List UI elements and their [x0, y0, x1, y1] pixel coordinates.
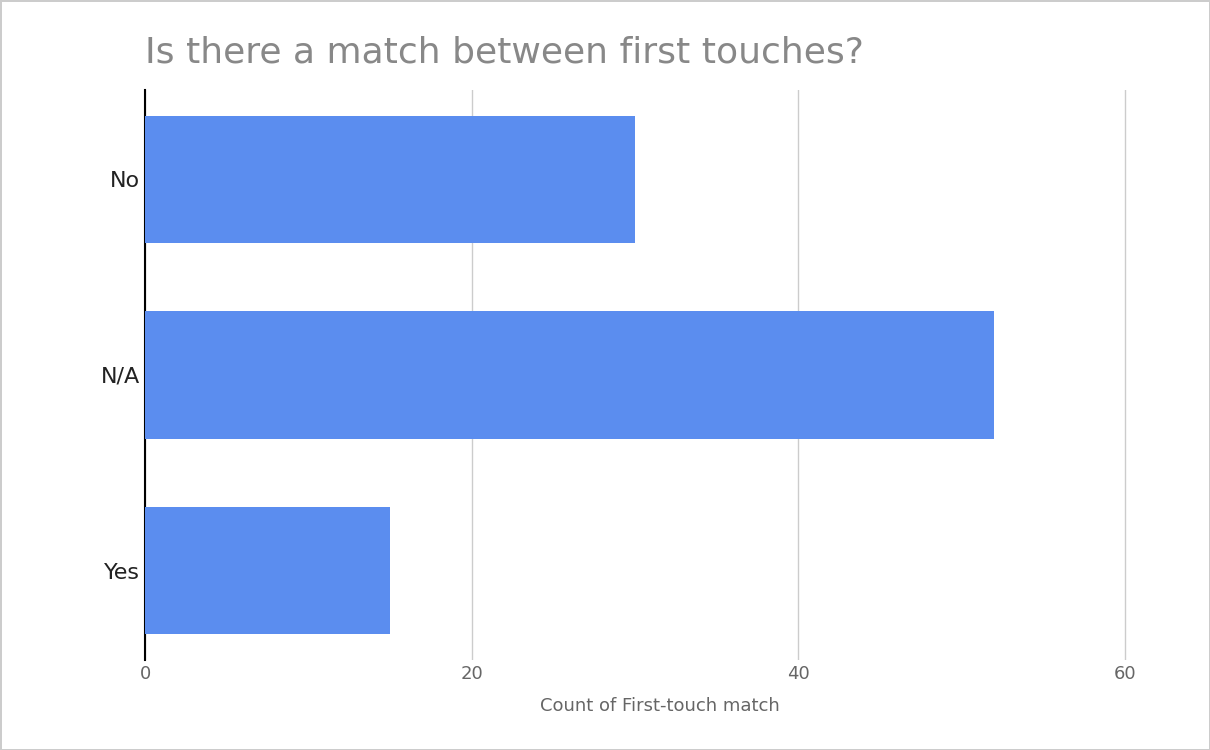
X-axis label: Count of First-touch match: Count of First-touch match: [540, 697, 779, 715]
Bar: [145, 116, 635, 243]
Bar: [145, 311, 995, 439]
Text: Is there a match between first touches?: Is there a match between first touches?: [145, 35, 864, 69]
Bar: [145, 507, 390, 634]
